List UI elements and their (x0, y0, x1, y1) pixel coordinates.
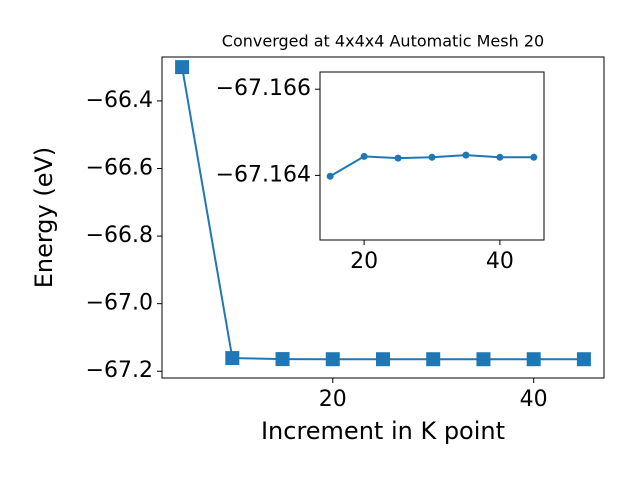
chart-title: Converged at 4x4x4 Automatic Mesh 20 (222, 32, 544, 51)
marker (462, 151, 470, 159)
x-axis-label: Increment in K point (261, 417, 505, 445)
y-tick-label: −67.166 (216, 76, 311, 101)
x-tick-label: 20 (319, 387, 347, 412)
marker (275, 352, 290, 367)
y-tick-label: −66.6 (86, 156, 153, 181)
x-tick-label: 20 (350, 249, 378, 274)
marker (426, 352, 441, 367)
marker (225, 351, 240, 366)
y-tick-label: −67.0 (86, 291, 153, 316)
marker (476, 352, 491, 367)
marker (428, 153, 436, 161)
marker (326, 172, 334, 180)
marker (530, 153, 538, 161)
y-tick-label: −67.164 (216, 162, 311, 187)
x-tick-label: 40 (486, 249, 514, 274)
marker (526, 352, 541, 367)
y-tick-label: −66.8 (86, 223, 153, 248)
y-tick-label: −67.2 (86, 358, 153, 383)
marker (360, 152, 368, 160)
marker (394, 154, 402, 162)
marker (496, 153, 504, 161)
marker (376, 352, 390, 367)
y-tick-label: −66.4 (86, 88, 153, 113)
marker (576, 352, 591, 367)
y-axis-label: Energy (eV) (30, 147, 58, 289)
marker (325, 352, 340, 367)
x-tick-label: 40 (520, 387, 548, 412)
marker (175, 60, 190, 75)
